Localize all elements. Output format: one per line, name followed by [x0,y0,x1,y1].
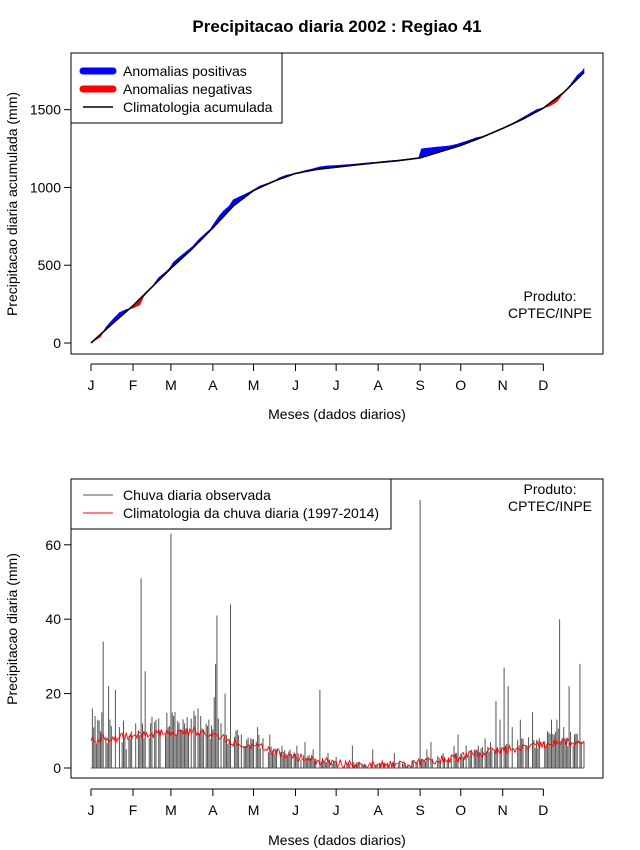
daily-x-tick-label: D [538,802,548,818]
cumulative-x-tick-label: F [129,377,138,393]
daily-data-layer [90,500,585,770]
cumulative-data-layer [90,67,585,344]
cumulative-climatology-line [90,71,585,344]
daily-climatology-line [90,725,585,770]
daily-x-tick-label: J [88,802,95,818]
cumulative-x-tick-label: S [415,377,424,393]
legend-negative-label: Anomalias negativas [123,81,252,97]
cumulative-x-tick-label: A [208,377,218,393]
daily-x-tick-label: F [129,802,138,818]
daily-x-tick-label: A [208,802,218,818]
cumulative-y-axis: 0 500 1000 1500 [30,102,72,351]
cumulative-y-axis-label: Precipitacao diaria acumulada (mm) [4,92,20,316]
daily-x-tick-label: A [373,802,383,818]
cumulative-x-tick-label: M [165,377,177,393]
legend-observed-label: Chuva diaria observada [123,487,271,503]
daily-legend-box [70,478,392,530]
cumulative-legend: Anomalias positivas Anomalias negativas … [70,52,283,124]
daily-legend: Chuva diaria observada Climatologia da c… [70,478,392,530]
cumulative-y-tick-label: 1000 [30,179,61,195]
cumulative-y-tick-label: 500 [38,257,62,273]
daily-y-tick-label: 40 [45,611,61,627]
cumulative-y-tick-label: 0 [53,335,61,351]
cumulative-x-tick-label: D [538,377,548,393]
cumulative-annotation-line-1: Produto: [524,288,577,304]
cumulative-x-tick-label: A [373,377,383,393]
daily-y-axis: 0 20 40 60 [45,537,72,776]
daily-x-tick-label: O [455,802,466,818]
cumulative-annotation-line-2: CPTEC/INPE [508,305,592,321]
daily-x-tick-label: J [333,802,340,818]
daily-y-axis-label: Precipitacao diaria (mm) [4,553,20,705]
cumulative-x-tick-label: J [333,377,340,393]
daily-x-axis-label: Meses (dados diarios) [268,832,406,848]
daily-x-tick-label: M [248,802,260,818]
daily-x-tick-label: J [292,802,299,818]
legend-climatology-label: Climatologia acumulada [123,99,273,115]
daily-annotation-line-2: CPTEC/INPE [508,498,592,514]
cumulative-x-tick-label: J [292,377,299,393]
daily-x-tick-label: N [498,802,508,818]
daily-annotation-line-1: Produto: [524,481,577,497]
cumulative-x-tick-label: O [455,377,466,393]
legend-positive-label: Anomalias positivas [123,63,247,79]
cumulative-chart: Precipitacao diaria 2002 : Regiao 41 0 50… [4,17,604,422]
cumulative-x-tick-label: N [498,377,508,393]
daily-y-tick-label: 0 [53,760,61,776]
cumulative-x-tick-label: J [88,377,95,393]
cumulative-y-tick-label: 1500 [30,102,61,118]
daily-y-tick-label: 20 [45,686,61,702]
daily-x-tick-label: S [415,802,424,818]
chart-title: Precipitacao diaria 2002 : Regiao 41 [192,17,481,36]
daily-y-tick-label: 60 [45,537,61,553]
daily-chart: 0 20 40 60 J F M A M J J A S O N D Meses (dados diario… [4,478,604,848]
legend-daily-climatology-label: Climatologia da chuva diaria (1997-2014) [123,505,379,521]
daily-x-tick-label: M [165,802,177,818]
cumulative-x-axis-label: Meses (dados diarios) [268,406,406,422]
cumulative-x-tick-label: M [248,377,260,393]
